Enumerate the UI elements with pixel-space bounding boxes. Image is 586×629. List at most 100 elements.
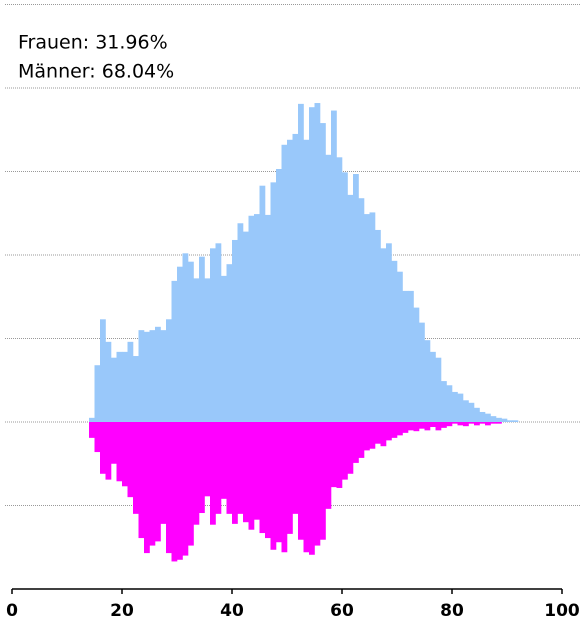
x-tick-label: 80 xyxy=(440,601,464,621)
bar xyxy=(386,243,392,422)
bar xyxy=(342,422,348,480)
bar xyxy=(259,185,266,422)
bar xyxy=(210,422,216,525)
bar xyxy=(133,422,139,514)
bar xyxy=(127,341,134,422)
bar xyxy=(435,422,442,431)
x-tick-label: 0 xyxy=(6,601,18,621)
bar xyxy=(270,182,277,422)
bar xyxy=(347,422,354,474)
bar xyxy=(446,422,453,427)
bar xyxy=(479,411,486,422)
bar xyxy=(408,422,414,431)
bar xyxy=(171,422,178,562)
bar xyxy=(204,278,211,422)
bar xyxy=(122,351,128,422)
bar xyxy=(160,330,167,422)
bar xyxy=(254,214,260,422)
bar xyxy=(369,212,376,422)
bar xyxy=(424,422,431,431)
bar xyxy=(474,407,480,422)
bar xyxy=(463,400,469,422)
bar xyxy=(424,340,431,422)
bar xyxy=(243,422,249,523)
bar xyxy=(287,422,293,534)
bar xyxy=(155,422,161,542)
bar xyxy=(468,422,475,424)
x-tick-label: 40 xyxy=(220,601,244,621)
bar xyxy=(127,422,134,498)
bar xyxy=(298,103,304,423)
bar xyxy=(342,172,348,422)
bar xyxy=(100,319,106,422)
bar xyxy=(303,139,310,422)
bar xyxy=(281,144,288,422)
bar xyxy=(413,422,420,432)
bar xyxy=(314,422,321,546)
bar xyxy=(105,341,112,422)
bar xyxy=(221,422,227,499)
bar xyxy=(358,422,365,458)
bar xyxy=(320,123,326,422)
bar xyxy=(463,422,469,427)
bar xyxy=(309,107,315,422)
bar xyxy=(133,356,139,422)
bar xyxy=(226,422,233,514)
bar xyxy=(485,413,491,422)
bar xyxy=(452,391,458,422)
bar xyxy=(314,103,321,422)
bar xyxy=(182,253,189,422)
bar xyxy=(111,422,117,464)
bar xyxy=(116,351,123,422)
bar xyxy=(281,422,288,553)
bar xyxy=(248,422,255,530)
bar xyxy=(380,248,387,422)
bar xyxy=(199,422,205,514)
bar xyxy=(380,422,387,447)
bar xyxy=(303,422,310,553)
bar xyxy=(331,422,337,488)
bar xyxy=(94,365,101,422)
bar xyxy=(193,422,200,525)
bar xyxy=(265,422,271,539)
bar xyxy=(490,416,497,422)
bar xyxy=(89,417,95,422)
bar xyxy=(369,422,376,449)
bar xyxy=(391,260,398,422)
bar xyxy=(265,214,271,422)
bar xyxy=(386,422,392,441)
bar xyxy=(177,422,183,560)
x-tick-label: 60 xyxy=(330,601,354,621)
bar xyxy=(391,422,398,438)
bar xyxy=(105,422,112,480)
bar xyxy=(248,215,255,422)
bar xyxy=(232,239,238,422)
bar xyxy=(402,422,409,433)
bar xyxy=(507,420,513,422)
bar xyxy=(94,422,101,453)
bar xyxy=(496,422,502,424)
bar xyxy=(512,420,519,422)
bar xyxy=(138,422,145,539)
bar xyxy=(298,422,304,540)
bar xyxy=(138,330,145,422)
bar xyxy=(89,422,95,438)
bar xyxy=(166,422,172,554)
bar xyxy=(177,266,183,422)
bar xyxy=(215,422,222,514)
bar xyxy=(364,214,370,422)
bar xyxy=(215,243,222,422)
bar xyxy=(419,322,425,422)
bar xyxy=(485,422,491,426)
bar xyxy=(276,422,282,543)
bar xyxy=(144,331,150,422)
bar xyxy=(430,351,436,422)
bar xyxy=(188,261,194,422)
bar xyxy=(375,229,381,422)
bar xyxy=(237,223,244,422)
bar xyxy=(320,422,326,540)
bar xyxy=(193,278,200,422)
bar xyxy=(166,319,172,422)
bar xyxy=(408,290,414,422)
